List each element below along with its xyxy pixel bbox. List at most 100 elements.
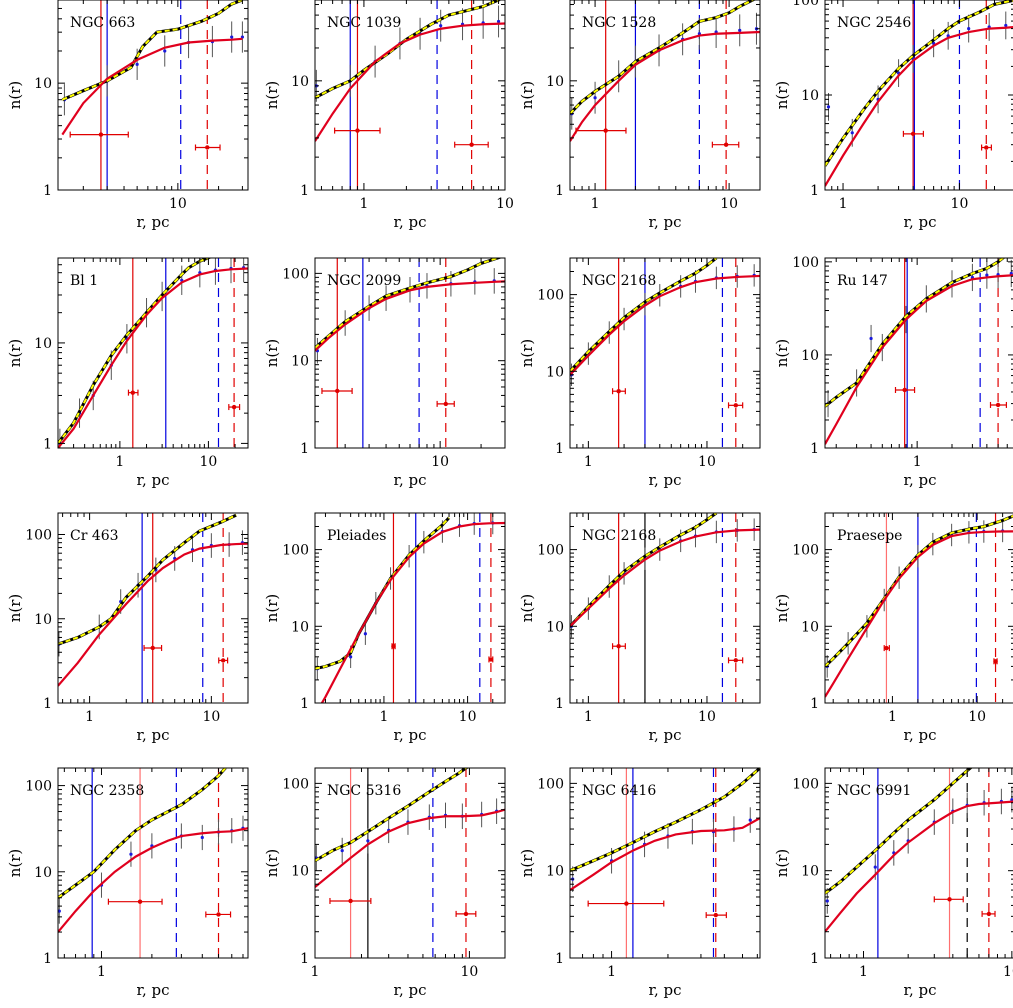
measured-profile-line — [825, 0, 1013, 167]
measured-profile-line — [570, 258, 717, 372]
data-point — [496, 19, 501, 24]
x-tick-label: 10 — [169, 196, 187, 212]
y-tick-label: 10 — [34, 336, 52, 352]
model-fit-line — [58, 827, 248, 933]
radius-marker — [733, 403, 738, 408]
data-point — [825, 899, 829, 903]
y-axis-title: n(r) — [518, 849, 536, 878]
radius-marker — [130, 390, 136, 395]
x-tick-label: 10 — [199, 454, 217, 470]
x-tick-label: 1 — [584, 454, 593, 470]
radius-marker — [335, 388, 340, 394]
radius-marker — [993, 659, 998, 664]
radius-marker — [984, 145, 989, 150]
y-tick-label: 1 — [300, 441, 309, 457]
radius-marker — [624, 901, 629, 906]
panel-title: NGC 5316 — [327, 783, 401, 799]
y-axis-title: n(r) — [263, 849, 281, 878]
model-fit-line — [825, 274, 1013, 445]
y-tick-label: 100 — [792, 255, 819, 271]
x-tick-label: 10 — [720, 196, 738, 212]
panel-frame — [314, 512, 506, 704]
data-point — [230, 35, 234, 39]
chart-panel: 1 10 1 10 100 r, pc n(r) NGC 5316 — [263, 767, 506, 999]
model-fit-line — [58, 542, 248, 687]
y-tick-label: 10 — [801, 348, 819, 364]
panel-title: NGC 2358 — [70, 783, 144, 799]
radius-marker — [469, 142, 474, 147]
panel-title: NGC 2168 — [582, 273, 656, 289]
measured-profile-line — [58, 514, 237, 646]
plot-area — [825, 0, 1013, 190]
y-tick-label: 1 — [43, 183, 52, 199]
x-axis-title: r, pc — [393, 981, 426, 999]
x-axis-title: r, pc — [136, 981, 169, 999]
y-tick-label: 10 — [801, 619, 819, 635]
chart-panel: 1 1 10 100 r, pc n(r) Ru 147 — [773, 255, 1013, 489]
radius-marker — [348, 898, 353, 904]
data-point — [200, 835, 204, 840]
y-tick-label: 100 — [25, 528, 52, 544]
y-tick-label: 1 — [810, 183, 819, 199]
y-tick-label: 1 — [810, 951, 819, 967]
chart-panel: 1 10 1 10 r, pc n(r) NGC 1528 — [518, 0, 761, 231]
radius-marker — [884, 645, 889, 651]
y-tick-label: 10 — [34, 76, 52, 92]
model-fit-line — [570, 274, 760, 376]
x-axis-title: r, pc — [648, 213, 681, 231]
radius-marker — [603, 128, 608, 133]
chart-panel: 1 10 1 10 r, pc n(r) Bl 1 — [6, 257, 249, 489]
x-tick-label: 1 — [85, 709, 94, 725]
chart-panel: 10 1 10 100 r, pc n(r) NGC 2099 — [263, 257, 506, 489]
y-tick-label: 100 — [792, 543, 819, 559]
panel-title: Praesepe — [837, 528, 902, 544]
data-point — [873, 865, 877, 869]
data-point — [869, 336, 873, 341]
data-point — [439, 24, 443, 28]
radius-marker — [723, 142, 729, 147]
y-axis-title: n(r) — [518, 339, 536, 368]
panel-title: NGC 2099 — [327, 273, 401, 289]
radius-marker — [713, 912, 718, 918]
plot-area — [315, 258, 505, 448]
panel-frame — [824, 257, 1013, 449]
x-tick-label: 1 — [607, 964, 616, 980]
y-tick-label: 10 — [546, 74, 564, 90]
x-tick-label: 1 — [97, 964, 106, 980]
panel-frame — [569, 767, 761, 959]
plot-area — [315, 768, 505, 958]
x-tick-label: 10 — [1003, 964, 1013, 980]
y-tick-label: 1 — [555, 183, 564, 199]
panel-frame — [314, 767, 506, 959]
y-tick-label: 100 — [282, 776, 309, 792]
y-axis-title: n(r) — [6, 339, 24, 368]
data-point — [850, 131, 854, 135]
data-point — [967, 26, 971, 31]
measured-profile-line — [58, 768, 227, 899]
chart-panel: 1 10 1 10 100 r, pc n(r) NGC 2168 — [518, 512, 761, 744]
panel-frame — [57, 512, 249, 704]
y-tick-label: 10 — [546, 619, 564, 635]
panel-title: NGC 6991 — [837, 783, 911, 799]
plot-area — [570, 513, 760, 703]
panel-title: NGC 2546 — [837, 15, 911, 31]
x-tick-label: 10 — [951, 196, 969, 212]
measured-profile-outline — [825, 258, 1006, 408]
data-point — [1010, 798, 1013, 802]
x-axis-title: r, pc — [648, 726, 681, 744]
panel-frame — [569, 0, 761, 191]
y-axis-title: n(r) — [263, 339, 281, 368]
measured-profile-line — [825, 515, 1013, 668]
panel-title: NGC 6416 — [582, 783, 656, 799]
chart-panel: 1 1 10 100 r, pc n(r) NGC 2358 — [6, 767, 249, 999]
y-tick-label: 10 — [34, 612, 52, 628]
y-tick-label: 10 — [291, 354, 309, 370]
radius-marker — [995, 402, 1001, 408]
y-tick-label: 1 — [555, 441, 564, 457]
chart-panel: 1 1 10 100 r, pc n(r) NGC 6416 — [518, 767, 761, 999]
radius-marker — [443, 401, 448, 407]
data-point — [985, 273, 989, 277]
chart-panel: 1 10 1 10 r, pc n(r) NGC 1039 — [263, 0, 514, 231]
y-tick-label: 100 — [792, 776, 819, 792]
data-point — [826, 105, 831, 109]
